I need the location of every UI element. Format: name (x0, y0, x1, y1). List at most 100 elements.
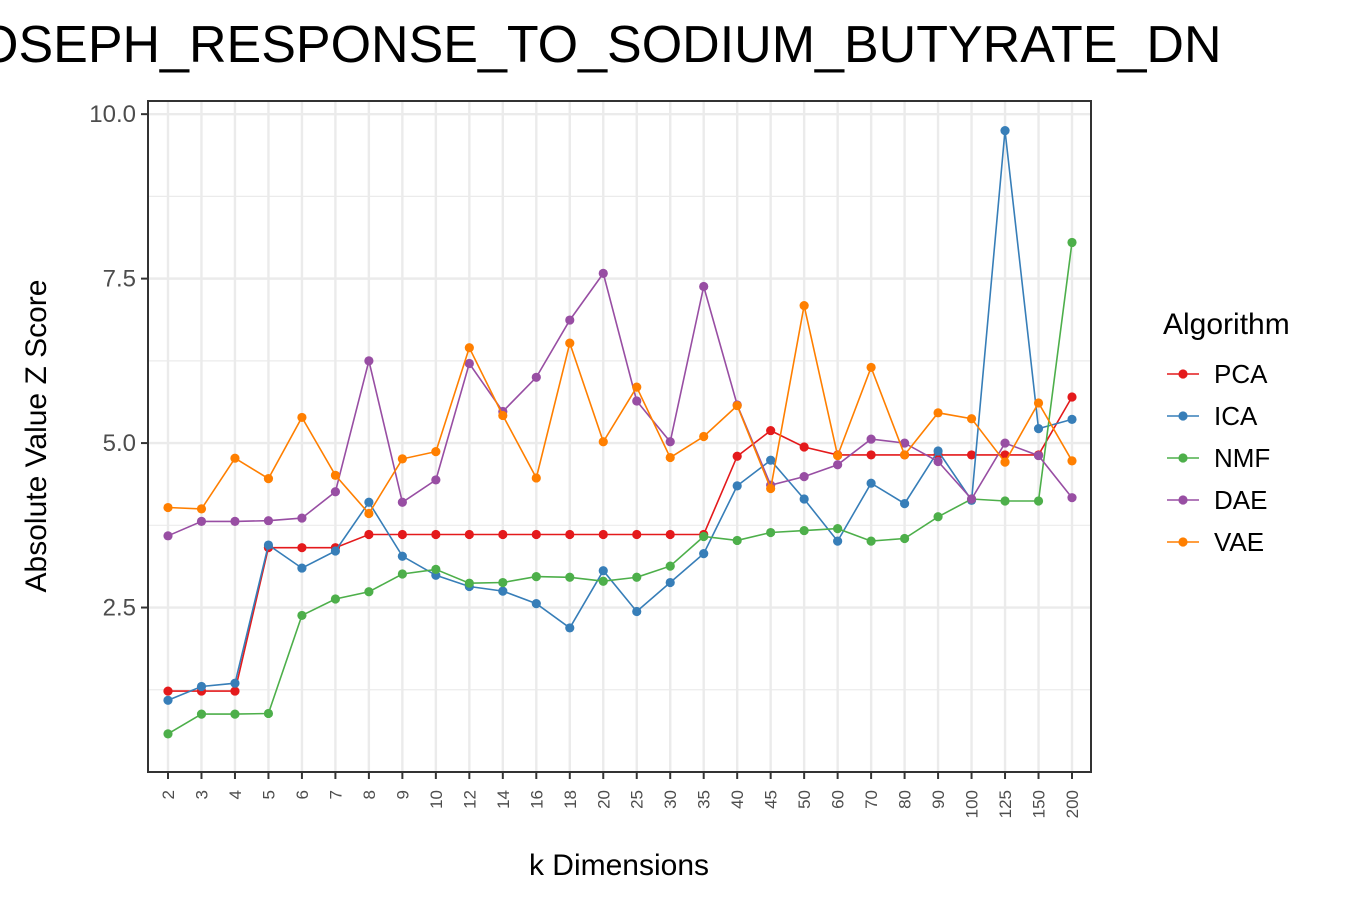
x-tick-label: 200 (1063, 790, 1082, 818)
data-point-ica (699, 548, 709, 559)
legend-key-point-nmf (1178, 453, 1188, 463)
data-point-vae (899, 450, 910, 460)
data-point-pca (397, 529, 407, 540)
x-tick-label: 50 (795, 790, 814, 809)
plot-panel-border (147, 100, 1092, 773)
series-dae (163, 268, 1077, 541)
y-tick-label: 7.5 (103, 266, 136, 293)
legend-title: Algorithm (1163, 308, 1290, 341)
legend-label-pca: PCA (1214, 359, 1268, 389)
data-point-ica (230, 678, 240, 688)
x-tick-label: 40 (728, 790, 747, 809)
legend-item-pca: PCA (1167, 359, 1268, 389)
data-point-dae (263, 516, 274, 526)
data-point-ica (364, 497, 374, 507)
data-point-vae (1000, 457, 1010, 467)
data-point-dae (966, 494, 977, 504)
data-point-nmf (632, 572, 642, 582)
data-point-nmf (230, 709, 240, 719)
data-point-nmf (866, 536, 876, 546)
data-point-nmf (933, 512, 943, 522)
data-point-pca (163, 686, 173, 696)
data-point-vae (665, 452, 675, 463)
data-point-nmf (498, 577, 508, 588)
legend-label-vae: VAE (1214, 527, 1264, 557)
x-tick-label: 150 (1030, 790, 1049, 818)
data-point-dae (632, 396, 642, 406)
data-point-dae (431, 475, 441, 485)
series-pca (163, 392, 1077, 696)
data-point-dae (464, 358, 474, 369)
data-point-dae (799, 472, 809, 482)
data-point-ica (1033, 424, 1044, 434)
data-point-ica (330, 546, 341, 556)
data-point-dae (230, 516, 240, 526)
x-tick-label: 2 (159, 790, 178, 799)
data-point-nmf (364, 587, 374, 597)
data-point-pca (431, 529, 441, 540)
data-point-dae (397, 497, 407, 507)
data-point-ica (531, 598, 541, 609)
data-point-ica (263, 540, 274, 550)
data-point-vae (397, 454, 407, 464)
legend-key-point-pca (1178, 369, 1188, 379)
data-point-ica (665, 577, 675, 588)
data-point-pca (866, 450, 876, 460)
data-point-nmf (699, 531, 709, 542)
data-point-ica (498, 586, 508, 596)
x-tick-label: 90 (929, 790, 948, 809)
data-point-ica (866, 478, 876, 488)
data-point-ica (297, 563, 307, 573)
data-point-nmf (598, 576, 608, 586)
data-point-nmf (531, 572, 541, 582)
data-point-vae (431, 447, 441, 457)
x-tick-label: 3 (192, 790, 211, 799)
data-point-pca (966, 450, 977, 460)
data-point-pca (1067, 392, 1077, 402)
data-point-dae (565, 315, 575, 325)
data-point-vae (330, 470, 341, 480)
series-line-pca (168, 396, 1073, 692)
legend-key-point-dae (1178, 495, 1188, 505)
data-point-vae (766, 483, 776, 494)
data-point-nmf (833, 523, 843, 534)
data-point-ica (732, 481, 742, 491)
data-point-vae (699, 431, 709, 442)
data-point-ica (598, 566, 608, 576)
data-point-nmf (899, 533, 910, 544)
data-point-dae (598, 268, 608, 278)
data-point-dae (833, 460, 843, 470)
legend-item-ica: ICA (1167, 401, 1258, 431)
data-point-nmf (163, 729, 173, 739)
y-tick-label: 2.5 (103, 595, 136, 622)
series-line-nmf (167, 242, 1073, 735)
data-point-ica (799, 494, 809, 504)
series-vae (163, 300, 1077, 519)
data-point-ica (833, 536, 843, 546)
data-point-ica (565, 623, 575, 633)
data-point-nmf (565, 572, 575, 582)
data-point-ica (766, 455, 776, 465)
data-point-dae (297, 513, 307, 523)
data-point-dae (699, 281, 709, 292)
data-point-ica (899, 499, 910, 509)
data-point-pca (598, 529, 608, 540)
data-point-dae (330, 487, 341, 497)
data-point-dae (196, 516, 207, 526)
data-point-ica (196, 681, 207, 692)
data-point-nmf (431, 564, 441, 574)
data-point-pca (531, 529, 541, 540)
data-point-dae (933, 456, 943, 467)
data-point-vae (598, 437, 608, 447)
data-point-dae (1067, 493, 1077, 503)
data-point-pca (498, 529, 508, 540)
data-point-nmf (263, 708, 274, 719)
x-tick-label: 35 (695, 790, 714, 809)
data-point-nmf (464, 578, 474, 588)
data-point-nmf (330, 594, 341, 604)
data-point-vae (263, 474, 274, 484)
x-tick-label: 6 (293, 790, 312, 799)
data-point-vae (1033, 398, 1044, 408)
legend-label-dae: DAE (1214, 485, 1267, 515)
